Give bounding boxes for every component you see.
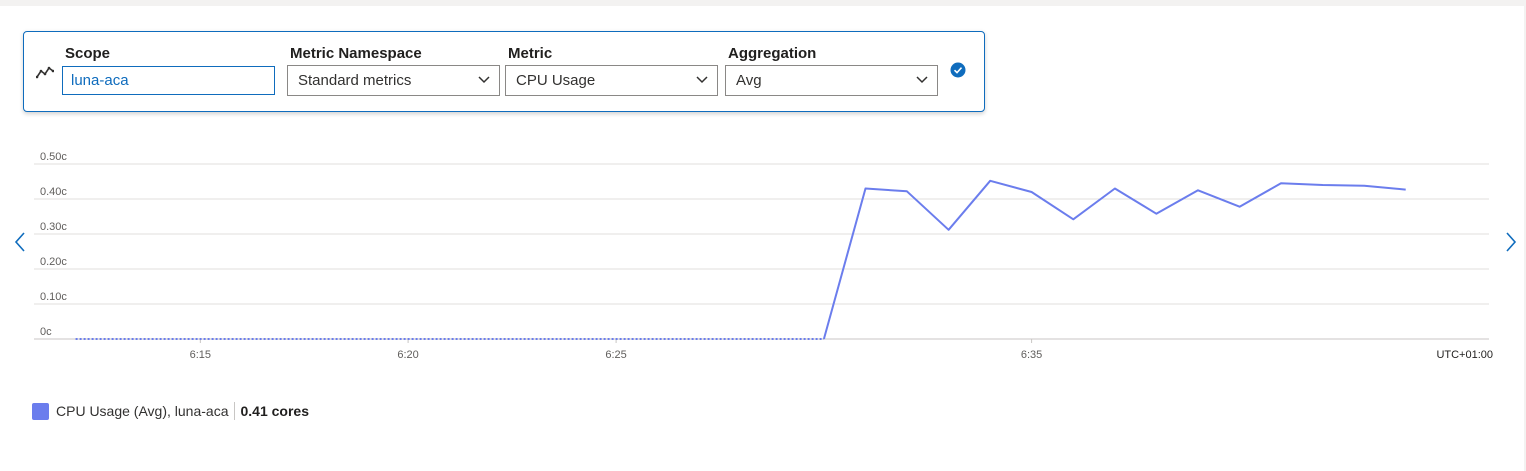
metric-field: Metric CPU Usage xyxy=(505,44,718,96)
metric-label: Metric xyxy=(508,45,553,62)
y-tick-label: 0.40c xyxy=(40,186,67,198)
chevron-left-icon[interactable] xyxy=(13,231,27,253)
y-tick-label: 0.50c xyxy=(40,151,67,163)
chevron-down-icon xyxy=(916,76,928,84)
checkmark-circle-icon[interactable] xyxy=(950,62,966,78)
y-tick-label: 0c xyxy=(40,326,52,338)
legend-series-name: CPU Usage (Avg), luna-aca xyxy=(56,403,229,419)
top-strip xyxy=(0,0,1526,6)
x-tick-label: 6:15 xyxy=(190,349,211,361)
chevron-down-icon xyxy=(478,76,490,84)
line-chart: 0c 0.10c 0.20c 0.30c 0.40c 0.50c 6:15 6:20 6:25 6… xyxy=(34,151,1493,361)
y-tick-label: 0.20c xyxy=(40,256,67,268)
y-tick-label: 0.30c xyxy=(40,221,67,233)
aggregation-field: Aggregation Avg xyxy=(725,44,938,96)
scope-field: Scope luna-aca xyxy=(62,44,275,95)
namespace-select[interactable]: Standard metrics xyxy=(287,65,500,96)
line-chart-icon xyxy=(36,66,54,79)
y-tick-label: 0.10c xyxy=(40,291,67,303)
legend-divider xyxy=(234,402,236,420)
namespace-value: Standard metrics xyxy=(298,72,412,89)
chart-area: 0c 0.10c 0.20c 0.30c 0.40c 0.50c 6:15 6:20 6:25 6… xyxy=(0,140,1526,370)
series-line xyxy=(822,179,1406,340)
scope-input[interactable]: luna-aca xyxy=(62,66,275,95)
aggregation-select[interactable]: Avg xyxy=(725,65,938,96)
namespace-label: Metric Namespace xyxy=(290,45,422,62)
aggregation-label: Aggregation xyxy=(728,45,817,62)
namespace-field: Metric Namespace Standard metrics xyxy=(287,44,500,96)
chart-legend[interactable]: CPU Usage (Avg), luna-aca 0.41 cores xyxy=(32,401,309,421)
x-tick-label: 6:25 xyxy=(605,349,626,361)
scope-label: Scope xyxy=(65,45,111,62)
legend-value: 0.41 cores xyxy=(240,403,309,419)
chevron-down-icon xyxy=(696,76,708,84)
x-tick-label: 6:35 xyxy=(1021,349,1042,361)
chevron-right-icon[interactable] xyxy=(1504,231,1518,253)
legend-swatch xyxy=(32,402,49,420)
metric-select[interactable]: CPU Usage xyxy=(505,65,718,96)
x-tick-label: 6:20 xyxy=(397,349,418,361)
right-edge xyxy=(1524,0,1526,471)
aggregation-value: Avg xyxy=(736,72,762,89)
timezone-label: UTC+01:00 xyxy=(1436,349,1493,361)
metric-selector-row: Scope luna-aca Metric Namespace Standard… xyxy=(23,31,985,112)
metric-value: CPU Usage xyxy=(516,72,596,89)
